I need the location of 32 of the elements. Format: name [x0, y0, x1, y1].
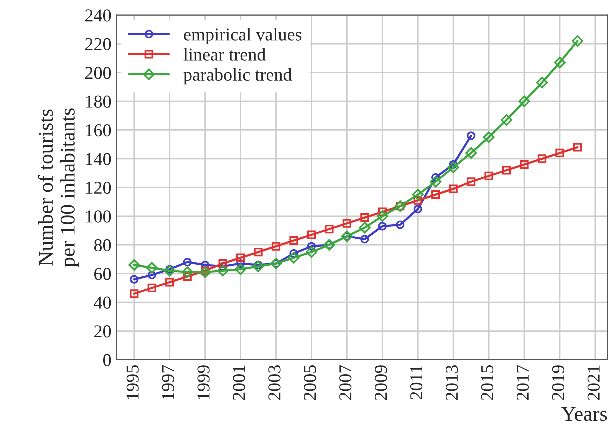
x-tick-label: 2021 [588, 366, 600, 400]
y-tick-label: 140 [86, 153, 112, 166]
y-tick-label: 160 [86, 124, 112, 137]
legend-label: empirical values [184, 28, 302, 44]
y-tick-label: 100 [86, 210, 112, 223]
x-tick-label: 2009 [374, 366, 388, 400]
y-tick-label: 0 [103, 354, 112, 366]
x-tick-label: 2005 [304, 366, 316, 400]
legend-label: parabolic trend [184, 68, 292, 85]
y-tick-label: 40 [94, 296, 112, 309]
x-tick-label: 2019 [552, 366, 564, 400]
x-tick-label: 2011 [410, 366, 423, 400]
legend-label: linear trend [184, 48, 266, 61]
y-tick-label: 180 [86, 96, 112, 108]
x-tick-label: 2007 [340, 365, 352, 400]
x-tick-label: 1999 [198, 366, 210, 400]
x-tick-label: 1997 [162, 365, 174, 400]
x-tick-label: 2013 [446, 366, 458, 400]
y-tick-label: 120 [86, 182, 112, 194]
y-tick-label: 240 [86, 10, 112, 22]
x-tick-label: 1995 [126, 366, 139, 400]
x-tick-label: 2003 [268, 366, 281, 400]
x-tick-label: 2015 [481, 366, 494, 400]
y-tick-label: 60 [94, 268, 112, 280]
x-axis-title: Years [562, 407, 608, 422]
x-tick-label: 2001 [233, 366, 246, 400]
y-tick-label: 220 [86, 38, 112, 51]
y-tick-label: 200 [86, 67, 112, 80]
x-tick-label: 2017 [516, 365, 530, 400]
y-tick-label: 20 [94, 326, 112, 338]
y-axis-title: Number of tourists per 100 inhabitants [38, 108, 80, 268]
y-tick-label: 80 [94, 239, 112, 252]
